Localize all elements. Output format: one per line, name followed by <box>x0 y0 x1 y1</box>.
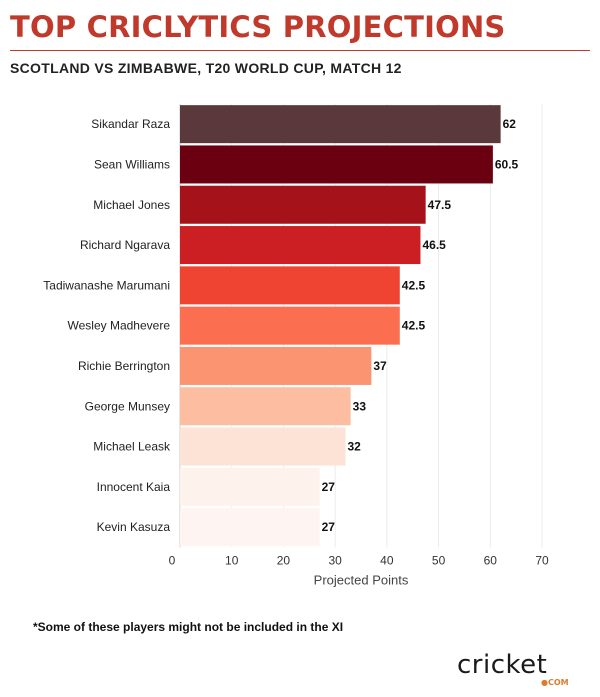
data-label: 42.5 <box>402 319 426 333</box>
x-tick-label: 60 <box>484 553 498 567</box>
data-label: 27 <box>322 520 336 534</box>
data-label: 62 <box>503 117 517 131</box>
category-label: Michael Jones <box>93 198 170 212</box>
data-label: 27 <box>322 480 336 494</box>
x-tick-label: 40 <box>380 553 394 567</box>
x-tick-label: 70 <box>535 553 549 567</box>
category-label: Wesley Madhevere <box>68 319 171 333</box>
title-underline <box>10 50 590 51</box>
bar <box>180 306 400 345</box>
category-label: Sikandar Raza <box>91 117 170 131</box>
category-label: Tadiwanashe Marumani <box>43 278 170 292</box>
bar <box>180 145 493 184</box>
data-label: 46.5 <box>422 238 446 252</box>
x-tick-label: 20 <box>277 553 291 567</box>
category-label: Michael Leask <box>93 440 171 454</box>
bar <box>180 226 421 265</box>
logo-wordmark: cricket <box>457 650 548 680</box>
data-label: 47.5 <box>428 198 452 212</box>
page-title: TOP CRICLYTICS PROJECTIONS <box>10 10 506 44</box>
bar-chart: Sikandar Raza 62 Sean Williams 60.5 Michael … <box>43 104 549 587</box>
bar <box>180 467 320 506</box>
data-label: 37 <box>373 359 387 373</box>
x-tick-label: 10 <box>225 553 239 567</box>
logo-suffix: ●COM <box>541 678 569 687</box>
data-label: 60.5 <box>495 157 519 171</box>
bar <box>180 105 501 144</box>
category-label: Richie Berrington <box>78 359 170 373</box>
x-axis-label: Projected Points <box>314 572 409 587</box>
bar <box>180 346 372 385</box>
footnote: *Some of these players might not be incl… <box>33 620 344 634</box>
bar <box>180 508 320 547</box>
bar <box>180 427 346 466</box>
category-label: Sean Williams <box>94 157 170 171</box>
category-label: George Munsey <box>85 399 170 413</box>
x-tick-label: 30 <box>328 553 342 567</box>
data-label: 33 <box>353 399 367 413</box>
x-tick-label: 50 <box>432 553 446 567</box>
page-subtitle: SCOTLAND VS ZIMBABWE, T20 WORLD CUP, MAT… <box>10 60 402 76</box>
x-tick-label: 0 <box>169 553 176 567</box>
data-label: 32 <box>347 440 361 454</box>
data-label: 42.5 <box>402 278 426 292</box>
category-label: Richard Ngarava <box>80 238 170 252</box>
category-label: Kevin Kasuza <box>97 520 171 534</box>
bar <box>180 185 426 224</box>
cricket-logo[interactable]: cricket ●COM <box>457 650 577 690</box>
bar <box>180 387 351 426</box>
category-label: Innocent Kaia <box>97 480 171 494</box>
bar <box>180 266 400 305</box>
